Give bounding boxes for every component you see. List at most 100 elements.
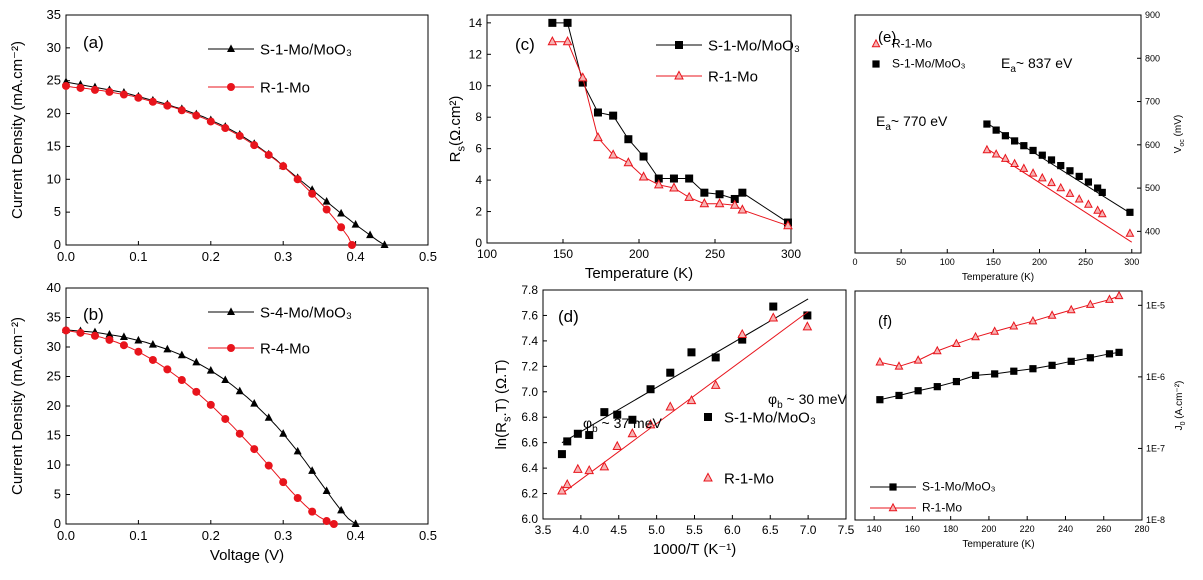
x-tick-label: 4.5 [610, 523, 627, 537]
x-tick-label: 6.0 [724, 523, 741, 537]
series-1 [62, 325, 360, 527]
data-point [1037, 172, 1047, 182]
data-point [1019, 163, 1029, 172]
panel-e: 0 50 100 150 200 250 300 400 500 600 700 800 900 Temp… [852, 10, 1186, 283]
series-1 [876, 348, 1123, 404]
panel-label: (a) [83, 33, 104, 52]
panel-label: (d) [558, 307, 579, 326]
data-point [875, 357, 885, 366]
panel-b: 0.0 0.1 0.2 0.3 0.4 0.5 0 5 10 15 20 25 30 35 40 Voltag… [9, 280, 437, 564]
data-point [1105, 350, 1114, 358]
series-2 [547, 36, 793, 230]
data-point [768, 312, 779, 322]
data-point [729, 199, 740, 209]
series-line [879, 295, 1120, 367]
data-point [1094, 184, 1102, 192]
y-tick-label: 10 [469, 79, 483, 93]
data-point [1067, 357, 1075, 365]
series-1 [982, 144, 1135, 243]
panel-label: (b) [83, 305, 104, 324]
y-tick-label: 0 [475, 236, 482, 250]
legend-entry-1: S-4-Mo/MoO₃ [208, 304, 352, 321]
data-point [971, 371, 980, 379]
data-point [653, 179, 664, 189]
legend-label: R-1-Mo [708, 68, 758, 85]
data-point [322, 197, 331, 205]
y-axis-label: Rs(Ω.cm²) [447, 96, 468, 163]
y-tick-label: 6 [475, 142, 482, 156]
legend-marker [675, 41, 683, 49]
panel-c: 100 150 200 250 300 0 2 4 6 8 10 12 14 Temperature (K… [447, 14, 801, 282]
data-point [163, 101, 172, 110]
data-point [627, 428, 638, 438]
legend-entry-1: S-1-Mo/MoO₃ [704, 409, 816, 426]
legend-marker [227, 83, 235, 91]
legend-marker [872, 60, 880, 68]
data-point [163, 344, 172, 353]
data-point [1028, 315, 1038, 325]
series-line [65, 329, 356, 525]
x-tick-label: 0.2 [202, 249, 220, 264]
data-point [308, 189, 317, 198]
data-point [279, 478, 288, 487]
y-axis-label: J0 (A.cm⁻²) [1174, 381, 1187, 431]
data-point [76, 83, 85, 92]
y-tick-label: 5 [54, 487, 61, 502]
data-point [639, 152, 648, 161]
data-point [1056, 182, 1066, 192]
legend-entry-2: S-1-Mo/MoO₃ [872, 57, 966, 71]
data-point [163, 365, 172, 374]
legend-entry-1: S-1-Mo/MoO₃ [870, 480, 996, 494]
data-point [235, 386, 244, 395]
legend-marker [227, 44, 235, 52]
data-point [562, 36, 573, 46]
y-tick-label: 900 [1145, 10, 1160, 20]
data-point [894, 361, 904, 370]
data-point [250, 399, 259, 407]
y-tick-label: 6.2 [521, 487, 538, 501]
fit-line [561, 311, 809, 494]
y-tick-label: 14 [469, 16, 483, 30]
data-point [1066, 304, 1076, 314]
data-point [547, 36, 558, 46]
data-point [578, 78, 587, 87]
data-point [699, 198, 710, 208]
y-tick-label: 10 [47, 457, 61, 472]
data-point [623, 157, 634, 167]
data-point [557, 485, 567, 495]
data-point [347, 241, 356, 249]
plot-frame [65, 287, 429, 525]
y-tick-label: 20 [47, 398, 61, 413]
x-tick-label: 280 [1134, 524, 1149, 534]
data-point [1047, 177, 1056, 187]
data-point [932, 345, 942, 355]
data-point [1011, 137, 1019, 145]
data-point [134, 335, 143, 344]
data-point [206, 117, 215, 126]
legend-marker [674, 70, 684, 80]
x-tick-label: 0.1 [129, 249, 147, 264]
data-point [1038, 151, 1046, 159]
data-point [308, 466, 317, 474]
data-point [599, 461, 610, 471]
data-point [990, 326, 1000, 335]
data-point [351, 220, 360, 228]
data-point [322, 517, 331, 526]
data-point [971, 331, 980, 341]
data-point [769, 302, 778, 311]
data-point [105, 335, 114, 344]
plot-frame [65, 14, 429, 246]
data-point [1097, 208, 1107, 218]
data-point [573, 463, 583, 473]
data-point [250, 445, 259, 454]
panel-label: (e) [878, 29, 896, 46]
y-tick-label: 20 [47, 106, 61, 121]
x-tick-label: 300 [1124, 257, 1139, 267]
y-tick-label: 4 [475, 173, 482, 187]
data-point [1010, 158, 1020, 168]
y-tick-label: 1E-7 [1146, 443, 1165, 453]
y-tick-label: 600 [1145, 140, 1160, 150]
data-point [684, 191, 694, 201]
x-ticks: 0.0 0.1 0.2 0.3 0.4 0.5 [57, 520, 437, 543]
